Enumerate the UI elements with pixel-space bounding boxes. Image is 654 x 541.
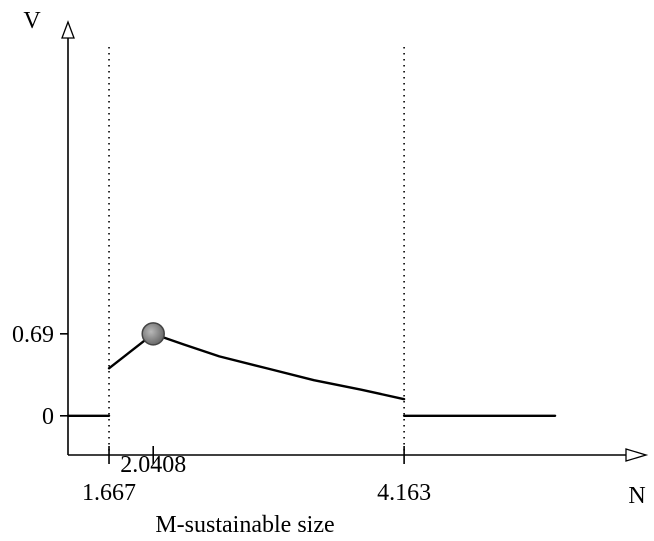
peak-marker: [141, 322, 165, 346]
x-axis-arrowhead: [625, 448, 649, 462]
series: [66, 332, 557, 417]
y-tick-label-1: 0.69: [12, 322, 54, 348]
vertical-guides: [108, 47, 405, 455]
y-tick-label-0: 0: [42, 404, 54, 430]
x-tick-label-2: 4.163: [377, 480, 431, 506]
x-tick-label-1: 2.0408: [120, 452, 186, 478]
x-axis-label: N: [628, 483, 645, 509]
x-axis-title: M-sustainable size: [155, 512, 334, 538]
peak-marker-group: [141, 322, 165, 346]
y-axis-arrowhead: [61, 20, 75, 39]
x-tick-label-0: 1.667: [82, 480, 136, 506]
y-axis-label: V: [23, 8, 41, 34]
